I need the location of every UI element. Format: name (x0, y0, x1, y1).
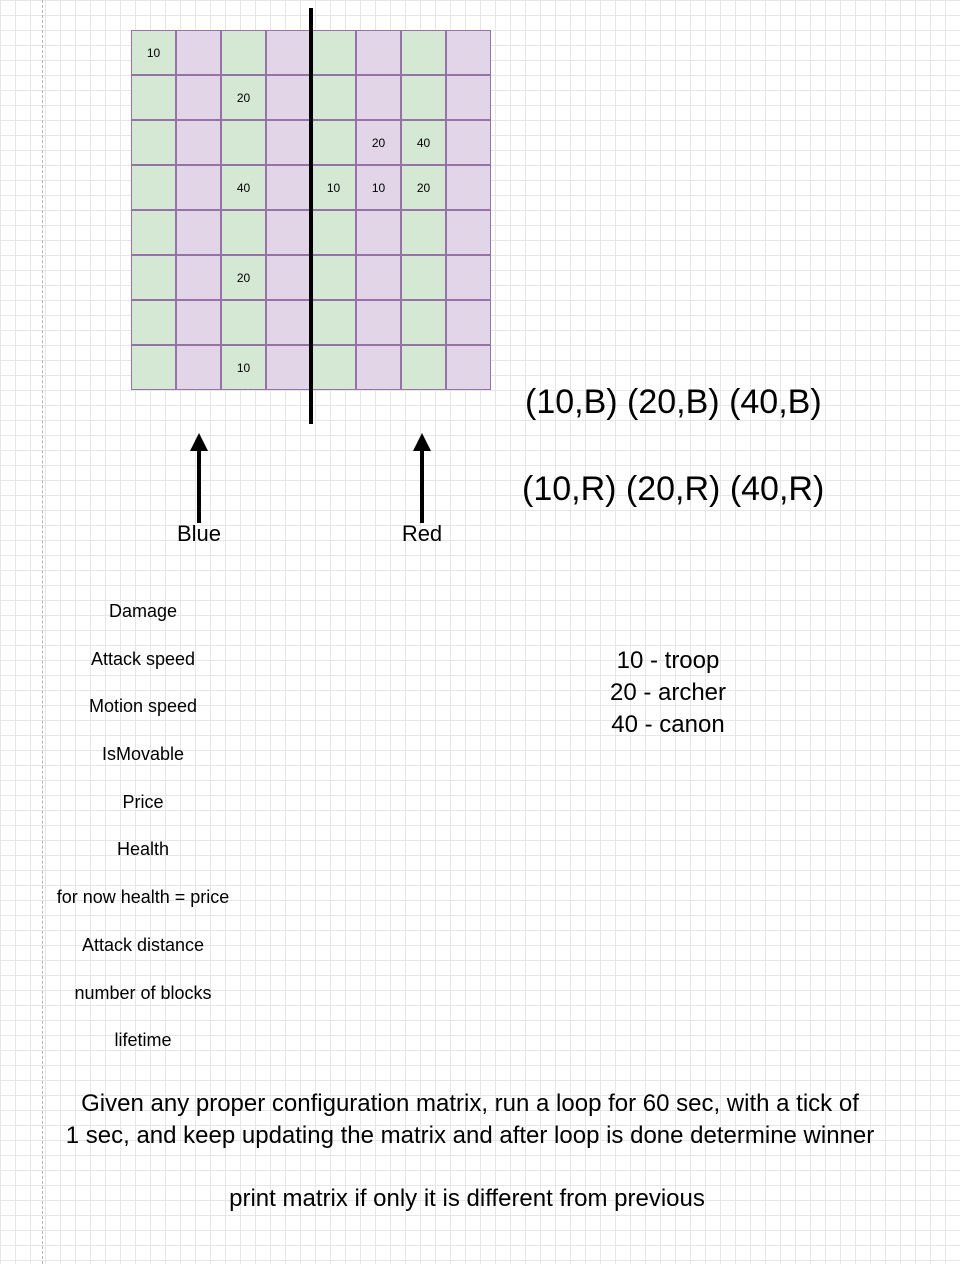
board-cell (446, 30, 491, 75)
board-cell (131, 120, 176, 165)
property-health: Health (116, 839, 170, 860)
game-board-grid: 10 20 20 40 40 10 10 20 20 10 (131, 30, 491, 390)
task-line: Given any proper configuration matrix, r… (81, 1090, 859, 1117)
board-cell (266, 30, 311, 75)
board-cell (266, 300, 311, 345)
blue-lane-label: Blue (176, 521, 222, 546)
legend-item-canon: 40 - canon (611, 711, 725, 738)
board-cell (176, 30, 221, 75)
board-cell (131, 300, 176, 345)
board-cell: 10 (356, 165, 401, 210)
blue-arrow-icon (190, 433, 208, 523)
board-cell (311, 75, 356, 120)
board-cell: 20 (221, 255, 266, 300)
board-cell (176, 210, 221, 255)
board-cell (446, 210, 491, 255)
board-cell: 40 (401, 120, 446, 165)
board-cell (131, 210, 176, 255)
board-cell (176, 300, 221, 345)
legend-item-troop: 10 - troop (616, 647, 720, 674)
board-cell (266, 210, 311, 255)
board-cell (176, 255, 221, 300)
board-cell (131, 345, 176, 390)
blue-pairs-text: (10,B) (20,B) (40,B) (525, 383, 822, 421)
board-cell (311, 30, 356, 75)
task-line: 1 sec, and keep updating the matrix and … (65, 1122, 875, 1149)
board-cell (446, 75, 491, 120)
board-cell: 20 (356, 120, 401, 165)
task-description: Given any proper configuration matrix, r… (0, 1088, 940, 1152)
board-cell (446, 165, 491, 210)
board-cell (266, 255, 311, 300)
board-cell (446, 300, 491, 345)
board-cell (131, 75, 176, 120)
board-cell (176, 120, 221, 165)
board-cell (401, 30, 446, 75)
red-lane-label: Red (401, 521, 443, 546)
board-cell (176, 345, 221, 390)
board-cell (311, 345, 356, 390)
board-cell (356, 255, 401, 300)
property-attack-speed: Attack speed (90, 648, 196, 669)
property-number-of-blocks: number of blocks (74, 982, 212, 1003)
board-cell: 10 (221, 345, 266, 390)
property-is-movable: IsMovable (101, 744, 185, 765)
board-cell (401, 255, 446, 300)
board-cell (311, 210, 356, 255)
board-cell (401, 210, 446, 255)
print-note: print matrix if only it is different fro… (229, 1185, 705, 1212)
property-attack-distance: Attack distance (81, 934, 205, 955)
legend-item-archer: 20 - archer (609, 679, 727, 706)
board-cell (356, 345, 401, 390)
board-cell (266, 120, 311, 165)
board-cell (131, 255, 176, 300)
board-cell (221, 210, 266, 255)
board-cell (401, 75, 446, 120)
property-damage: Damage (108, 601, 178, 621)
board-cell (266, 75, 311, 120)
board-cell: 20 (221, 75, 266, 120)
board-cell (176, 165, 221, 210)
board-cell: 40 (221, 165, 266, 210)
red-pairs-text: (10,R) (20,R) (40,R) (522, 470, 825, 508)
property-lifetime: lifetime (114, 1030, 172, 1051)
board-cell (266, 165, 311, 210)
board-cell (266, 345, 311, 390)
center-divider-line (309, 8, 313, 424)
unit-properties-list: Damage Attack speed Motion speed IsMovab… (40, 598, 246, 1075)
property-price: Price (122, 791, 164, 812)
property-motion-speed: Motion speed (88, 696, 198, 717)
board-cell (401, 345, 446, 390)
board-cell (176, 75, 221, 120)
unit-type-legend: 10 - troop 20 - archer 40 - canon (568, 645, 768, 741)
board-cell (446, 255, 491, 300)
page-boundary-guide (42, 0, 43, 1264)
board-cell (221, 120, 266, 165)
board-cell (356, 30, 401, 75)
board-cell (311, 300, 356, 345)
board-cell (311, 120, 356, 165)
board-cell (356, 210, 401, 255)
board-cell: 10 (311, 165, 356, 210)
board-cell (356, 300, 401, 345)
board-cell (401, 300, 446, 345)
board-cell (221, 30, 266, 75)
board-cell (221, 300, 266, 345)
board-cell: 20 (401, 165, 446, 210)
board-cell (131, 165, 176, 210)
board-cell (446, 345, 491, 390)
board-cell (356, 75, 401, 120)
board-cell (311, 255, 356, 300)
board-cell: 10 (131, 30, 176, 75)
board-cell (446, 120, 491, 165)
red-arrow-icon (413, 433, 431, 523)
property-health-note: for now health = price (56, 887, 230, 908)
